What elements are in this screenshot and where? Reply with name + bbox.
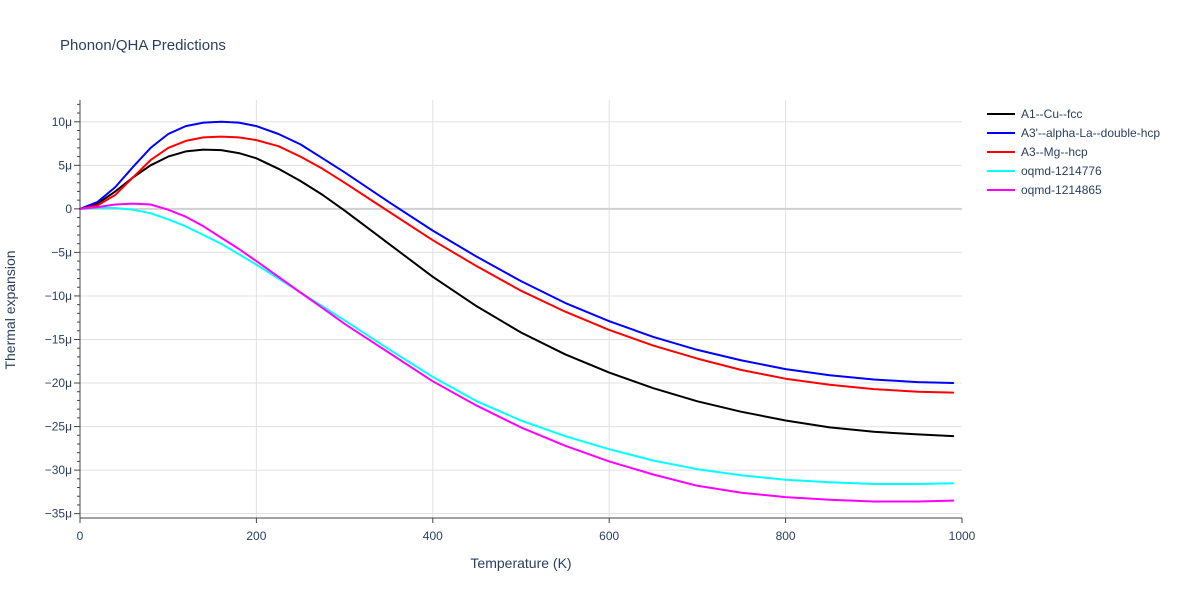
axes: 0 200 400 600 800 1000 10μ 5μ 0 −5μ −10μ −15μ −20μ −2… xyxy=(45,100,976,543)
x-axis-title: Temperature (K) xyxy=(470,555,571,571)
legend-label: A3'--alpha-La--double-hcp xyxy=(1021,126,1160,140)
y-tick-label: 0 xyxy=(65,202,72,216)
y-tick-label: −15μ xyxy=(45,332,72,346)
y-tick-label: −20μ xyxy=(45,376,72,390)
y-tick-label: −5μ xyxy=(51,245,72,259)
legend-label: oqmd-1214776 xyxy=(1021,164,1102,178)
legend-item[interactable]: A3'--alpha-La--double-hcp xyxy=(987,126,1160,140)
x-tick-label: 0 xyxy=(77,529,84,543)
x-tick-label: 800 xyxy=(776,529,796,543)
x-tick-label: 400 xyxy=(423,529,443,543)
legend-label: A1--Cu--fcc xyxy=(1021,107,1082,121)
y-axis-title: Thermal expansion xyxy=(2,250,18,369)
series-line-5 xyxy=(79,202,955,503)
legend-label: A3--Mg--hcp xyxy=(1021,145,1088,159)
x-tick-label: 1000 xyxy=(949,529,976,543)
legend[interactable]: A1--Cu--fcc A3'--alpha-La--double-hcp A3--… xyxy=(987,107,1160,197)
legend-item[interactable]: A1--Cu--fcc xyxy=(987,107,1082,121)
series-line-4 xyxy=(79,207,955,485)
series-line-2 xyxy=(79,120,955,384)
legend-item[interactable]: A3--Mg--hcp xyxy=(987,145,1088,159)
y-tick-label: 5μ xyxy=(58,158,72,172)
legend-item[interactable]: oqmd-1214776 xyxy=(987,164,1102,178)
x-tick-label: 600 xyxy=(599,529,619,543)
y-tick-label: −10μ xyxy=(45,289,72,303)
grid xyxy=(80,100,962,518)
series-line-1 xyxy=(79,148,955,438)
y-tick-label: −35μ xyxy=(45,507,72,521)
y-tick-label: −30μ xyxy=(45,463,72,477)
y-tick-label: −25μ xyxy=(45,420,72,434)
series-lines xyxy=(79,120,955,503)
y-tick-label: 10μ xyxy=(52,115,72,129)
series-line-3 xyxy=(79,135,955,394)
legend-item[interactable]: oqmd-1214865 xyxy=(987,183,1102,197)
x-tick-label: 200 xyxy=(246,529,266,543)
legend-label: oqmd-1214865 xyxy=(1021,183,1102,197)
chart-title: Phonon/QHA Predictions xyxy=(60,37,226,54)
